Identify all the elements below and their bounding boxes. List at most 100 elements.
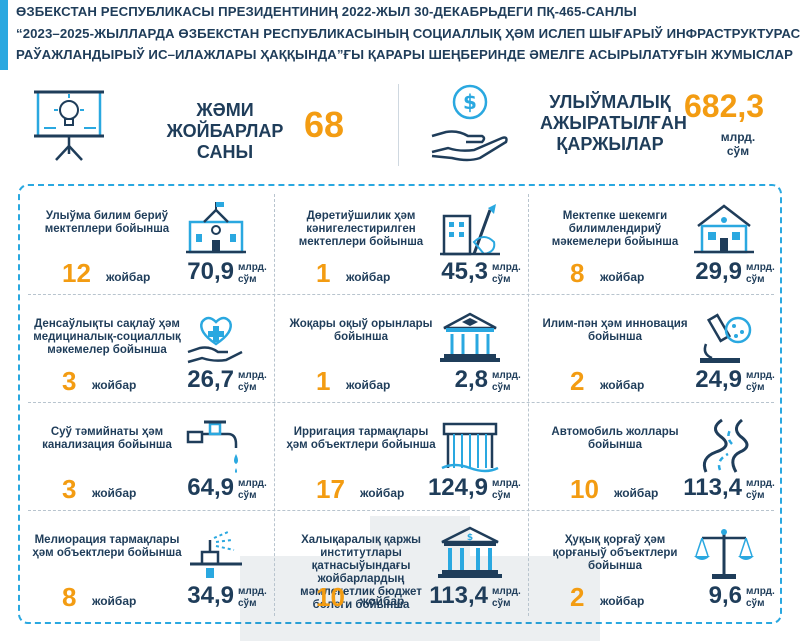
road-icon bbox=[702, 418, 749, 473]
header: ӨЗБЕКСТАН РЕСПУБЛИКАСЫ ПРЕЗИДЕНТИНИҢ 202… bbox=[0, 0, 800, 74]
project-cell-10: Мелиорация тармақлары ҳәм объектлери бой… bbox=[22, 512, 276, 620]
project-amount-unit-line-1: млрд. bbox=[238, 586, 267, 597]
presentation-idea-icon bbox=[34, 90, 104, 161]
header-title-line-2: “2023–2025-ЖЫЛЛАРДА ӨЗБЕКСТАН РЕСПУБЛИКА… bbox=[16, 26, 800, 41]
project-amount: 29,9 bbox=[695, 258, 742, 285]
project-category-label: Ирригация тармақлары ҳәм объектлери бойы… bbox=[286, 426, 436, 451]
project-cell-9: Автомобиль жоллары бойынша 10 жойбар 113… bbox=[530, 404, 784, 512]
project-amount-unit-line-1: млрд. bbox=[492, 370, 521, 381]
project-amount: 113,4 bbox=[429, 582, 488, 609]
project-amount: 34,9 bbox=[187, 582, 234, 609]
sprinkler-icon bbox=[190, 531, 242, 578]
total-projects-label-line-2: ЖОЙБАРЛАР САНЫ bbox=[166, 121, 284, 162]
summary-divider bbox=[398, 84, 399, 166]
project-cell-11: Халықаралық қаржы институтлары қатнасыўы… bbox=[276, 512, 530, 620]
row-separator-1 bbox=[28, 294, 774, 295]
total-funds-label-line-3: ҚАРЖЫЛАР bbox=[556, 134, 664, 154]
project-amount-unit-line-2: сўм bbox=[746, 598, 765, 609]
project-cell-12: Ҳуқық қорғаў ҳәм қорғаныў объектлери бой… bbox=[530, 512, 784, 620]
project-cell-2: Дөретиўшилик ҳәм кәнигелестирилген мекте… bbox=[276, 188, 530, 296]
water-tap-icon bbox=[186, 420, 238, 473]
summary-section: ЖӘМИ ЖОЙБАРЛАР САНЫ 68 $ УЛЫЎМАЛЫҚ АЖЫРА… bbox=[0, 78, 800, 178]
project-amount-unit-line-2: сўм bbox=[492, 382, 511, 393]
header-accent-bar bbox=[0, 0, 8, 70]
art-school-icon bbox=[440, 204, 500, 256]
header-title-line-3: РАЎАЖЛАНДЫРЫЎ ИС–ИЛАЖЛАРЫ ҲАҚҚЫНДА”ҒЫ ҚА… bbox=[16, 47, 794, 62]
project-amount-unit: млрд. сўм bbox=[746, 262, 775, 286]
project-amount-unit: млрд. сўм bbox=[492, 370, 521, 394]
money-hand-icon: $ bbox=[431, 84, 508, 162]
project-amount-unit-line-1: млрд. bbox=[238, 478, 267, 489]
project-category-label: Халықаралық қаржы институтлары қатнасыўы… bbox=[300, 534, 422, 611]
project-count-unit: жойбар bbox=[600, 270, 645, 284]
project-count: 2 bbox=[570, 582, 585, 612]
project-amount-unit-line-2: сўм bbox=[238, 598, 257, 609]
project-amount-unit-line-1: млрд. bbox=[746, 478, 775, 489]
projects-grid bbox=[18, 184, 782, 641]
project-amount-unit-line-2: сўм bbox=[238, 274, 257, 285]
project-amount-unit-line-2: сўм bbox=[746, 382, 765, 393]
project-amount: 64,9 bbox=[187, 474, 234, 501]
project-count-unit: жойбар bbox=[600, 594, 645, 608]
background-building-icon bbox=[240, 516, 600, 641]
project-amount-unit: млрд. сўм bbox=[492, 586, 521, 610]
project-cell-1: Улыўма билим бериў мектеплери бойынша 12… bbox=[22, 188, 276, 296]
project-category-label: Мелиорация тармақлары ҳәм объектлери бой… bbox=[32, 534, 182, 559]
project-amount: 113,4 bbox=[683, 474, 742, 501]
project-amount-unit: млрд. сўм bbox=[238, 478, 267, 502]
university-icon bbox=[440, 312, 500, 362]
project-count-unit: жойбар bbox=[614, 486, 659, 500]
project-category-label: Дөретиўшилик ҳәм кәнигелестирилген мекте… bbox=[298, 210, 424, 248]
total-funds-unit-line-2: сўм bbox=[726, 144, 750, 158]
project-amount-unit-line-2: сўм bbox=[746, 274, 765, 285]
project-amount-unit: млрд. сўм bbox=[492, 262, 521, 286]
project-amount-unit-line-2: сўм bbox=[492, 274, 511, 285]
header-title-line-1: ӨЗБЕКСТАН РЕСПУБЛИКАСЫ ПРЕЗИДЕНТИНИҢ 202… bbox=[16, 4, 637, 19]
project-cell-8: Ирригация тармақлары ҳәм объектлери бойы… bbox=[276, 404, 530, 512]
project-amount-unit-line-1: млрд. bbox=[746, 262, 775, 273]
project-cell-5: Жоқары оқыў орынлары бойынша 1 жойбар 2,… bbox=[276, 296, 530, 404]
total-projects-label-line-1: ЖӘМИ bbox=[196, 100, 254, 120]
project-category-label: Денсаўлықты сақлаў ҳәм медициналық-социа… bbox=[33, 318, 181, 356]
project-category-label: Мектепке шекемги билимлендириў мәкемелер… bbox=[551, 210, 679, 248]
total-funds-unit-line-1: млрд. bbox=[720, 130, 756, 144]
bank-icon: $ bbox=[438, 526, 502, 578]
project-count-unit: жойбар bbox=[92, 486, 137, 500]
project-amount-unit-line-1: млрд. bbox=[746, 586, 775, 597]
project-amount-unit: млрд. сўм bbox=[492, 478, 521, 502]
health-icon bbox=[187, 316, 243, 364]
project-count: 17 bbox=[316, 474, 345, 504]
project-count: 10 bbox=[570, 474, 599, 504]
column-separator-1 bbox=[274, 194, 275, 616]
project-amount-unit-line-1: млрд. bbox=[746, 370, 775, 381]
project-amount-unit: млрд. сўм bbox=[238, 262, 267, 286]
project-amount-unit-line-1: млрд. bbox=[238, 370, 267, 381]
project-amount-unit: млрд. сўм bbox=[238, 370, 267, 394]
svg-text:$: $ bbox=[463, 90, 477, 114]
project-count: 1 bbox=[316, 366, 331, 396]
project-amount-unit-line-1: млрд. bbox=[492, 586, 521, 597]
school-icon bbox=[186, 202, 246, 254]
project-amount-unit-line-2: сўм bbox=[238, 382, 257, 393]
project-amount-unit-line-2: сўм bbox=[238, 490, 257, 501]
project-amount-unit: млрд. сўм bbox=[746, 478, 775, 502]
project-count: 10 bbox=[316, 582, 345, 612]
project-amount-unit-line-1: млрд. bbox=[492, 478, 521, 489]
project-amount-unit-line-2: сўм bbox=[492, 490, 511, 501]
project-count: 8 bbox=[62, 582, 77, 612]
total-projects-value: 68 bbox=[304, 104, 345, 145]
total-projects-label: ЖӘМИ ЖОЙБАРЛАР САНЫ bbox=[140, 100, 310, 163]
project-category-label: Улыўма билим бериў мектеплери бойынша bbox=[44, 210, 170, 235]
project-count: 3 bbox=[62, 474, 77, 504]
project-count: 8 bbox=[570, 258, 585, 288]
column-separator-2 bbox=[528, 194, 529, 616]
project-amount: 124,9 bbox=[427, 474, 488, 501]
total-funds-label: УЛЫЎМАЛЫҚ АЖЫРАТЫЛҒАН ҚАРЖЫЛАР bbox=[540, 92, 687, 155]
project-count-unit: жойбар bbox=[92, 594, 137, 608]
project-count-unit: жойбар bbox=[360, 486, 405, 500]
project-count-unit: жойбар bbox=[360, 594, 405, 608]
project-amount-unit: млрд. сўм bbox=[746, 370, 775, 394]
kindergarten-icon bbox=[694, 204, 754, 254]
project-amount: 45,3 bbox=[441, 258, 488, 285]
project-count-unit: жойбар bbox=[346, 378, 391, 392]
